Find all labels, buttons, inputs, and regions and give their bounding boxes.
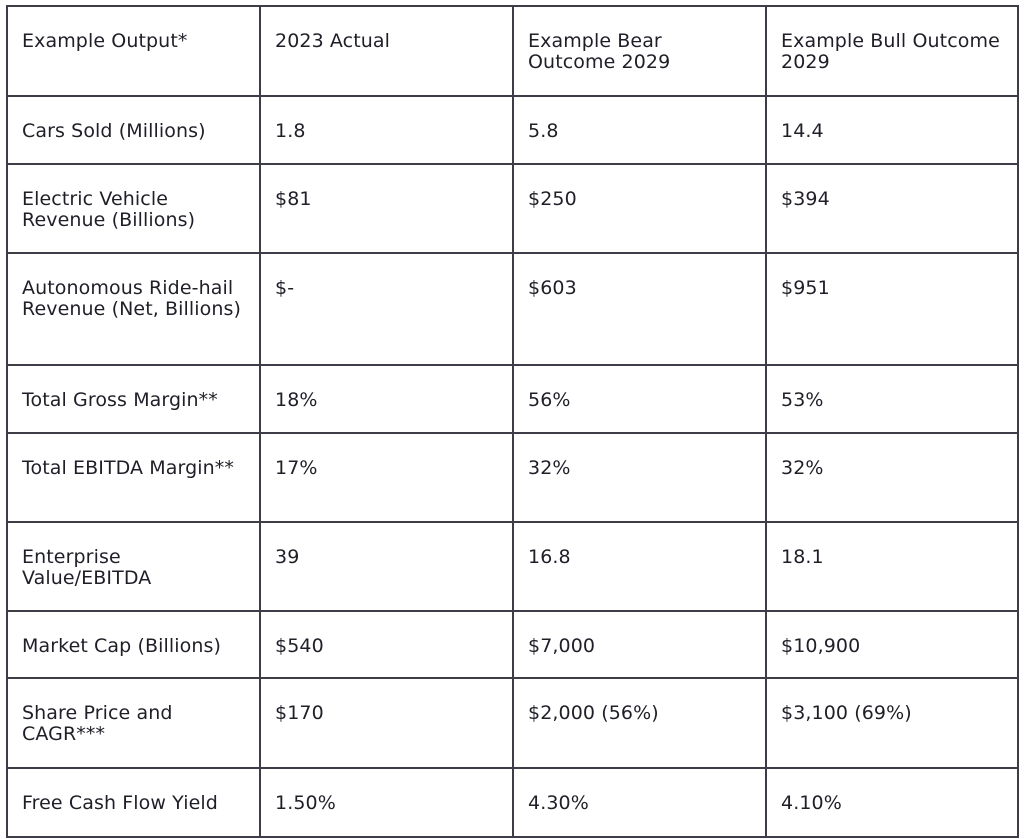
row-label-cell: Autonomous Ride-hail Revenue (Net, Billi…: [6, 252, 261, 366]
table-cell: $951: [765, 252, 1019, 366]
row-label-cell: Free Cash Flow Yield: [6, 767, 261, 838]
table-cell: 18%: [259, 364, 514, 434]
table-cell: 32%: [765, 432, 1019, 523]
comparison-table: Example Output* 2023 Actual Example Bear…: [6, 5, 1019, 838]
table-cell: 1.8: [259, 95, 514, 165]
table-cell: $10,900: [765, 610, 1019, 679]
table-header-row: Example Output* 2023 Actual Example Bear…: [6, 5, 1019, 97]
header-cell: 2023 Actual: [259, 5, 514, 97]
table-cell: 18.1: [765, 521, 1019, 612]
header-cell: Example Bear Outcome 2029: [512, 5, 767, 97]
row-label-cell: Share Price and CAGR***: [6, 677, 261, 769]
table-cell: 5.8: [512, 95, 767, 165]
table-cell: 56%: [512, 364, 767, 434]
table-cell: 39: [259, 521, 514, 612]
table-cell: $3,100 (69%): [765, 677, 1019, 769]
table-cell: 17%: [259, 432, 514, 523]
table-cell: $-: [259, 252, 514, 366]
table-row: Free Cash Flow Yield 1.50% 4.30% 4.10%: [6, 767, 1019, 838]
table-row: Autonomous Ride-hail Revenue (Net, Billi…: [6, 252, 1019, 366]
header-cell: Example Bull Outcome 2029: [765, 5, 1019, 97]
table-cell: $2,000 (56%): [512, 677, 767, 769]
comparison-table-container: Example Output* 2023 Actual Example Bear…: [6, 5, 1019, 838]
table-cell: $250: [512, 163, 767, 254]
row-label-cell: Total Gross Margin**: [6, 364, 261, 434]
table-row: Enterprise Value/EBITDA 39 16.8 18.1: [6, 521, 1019, 612]
table-row: Cars Sold (Millions) 1.8 5.8 14.4: [6, 95, 1019, 165]
row-label-cell: Total EBITDA Margin**: [6, 432, 261, 523]
row-label-cell: Cars Sold (Millions): [6, 95, 261, 165]
table-cell: $81: [259, 163, 514, 254]
table-row: Market Cap (Billions) $540 $7,000 $10,90…: [6, 610, 1019, 679]
table-cell: $394: [765, 163, 1019, 254]
table-row: Total EBITDA Margin** 17% 32% 32%: [6, 432, 1019, 523]
table-row: Electric Vehicle Revenue (Billions) $81 …: [6, 163, 1019, 254]
row-label-cell: Electric Vehicle Revenue (Billions): [6, 163, 261, 254]
table-cell: 53%: [765, 364, 1019, 434]
table-cell: 4.10%: [765, 767, 1019, 838]
table-cell: 4.30%: [512, 767, 767, 838]
table-row: Share Price and CAGR*** $170 $2,000 (56%…: [6, 677, 1019, 769]
row-label-cell: Enterprise Value/EBITDA: [6, 521, 261, 612]
header-cell: Example Output*: [6, 5, 261, 97]
table-cell: 16.8: [512, 521, 767, 612]
table-cell: $540: [259, 610, 514, 679]
table-row: Total Gross Margin** 18% 56% 53%: [6, 364, 1019, 434]
table-cell: 14.4: [765, 95, 1019, 165]
table-cell: $7,000: [512, 610, 767, 679]
table-cell: 32%: [512, 432, 767, 523]
table-cell: $170: [259, 677, 514, 769]
row-label-cell: Market Cap (Billions): [6, 610, 261, 679]
table-cell: $603: [512, 252, 767, 366]
table-cell: 1.50%: [259, 767, 514, 838]
